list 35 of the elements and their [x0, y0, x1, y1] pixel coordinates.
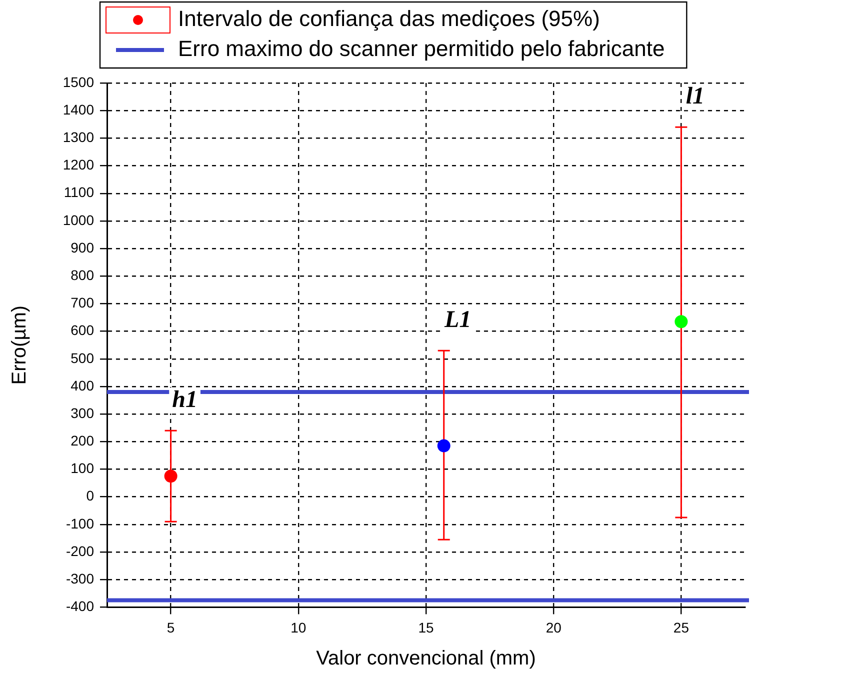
annotation: L1: [444, 306, 472, 333]
y-tick-label: 900: [70, 239, 94, 256]
point: [437, 439, 450, 452]
annotation: h1: [172, 386, 198, 413]
y-tick-label: 700: [70, 294, 94, 311]
y-tick-label: -300: [66, 570, 94, 586]
y-tick-label: 1200: [62, 156, 94, 173]
y-tick-label: 0: [86, 488, 94, 504]
y-tick-label: 100: [70, 460, 94, 476]
point: [674, 315, 688, 328]
y-tick-label: 500: [70, 350, 94, 366]
y-tick-label: 300: [70, 404, 94, 421]
y-tick-label: 1300: [62, 129, 94, 146]
legend-label: Intervalo de confiança das mediçoes (95%): [178, 6, 600, 32]
x-tick-label: 25: [673, 619, 690, 636]
x-tick-label: 15: [418, 619, 434, 636]
y-axis-title: Erro(µm): [8, 305, 31, 385]
x-tick-label: 20: [546, 619, 562, 636]
y-tick-label: 1000: [62, 212, 94, 228]
legend-label: Erro maximo do scanner permitido pelo fabricante: [178, 36, 665, 62]
y-tick-label: -400: [66, 598, 94, 614]
y-tick-label: 1100: [64, 184, 94, 200]
x-tick-label: 5: [166, 619, 175, 636]
y-tick-label: 800: [70, 266, 94, 283]
y-tick-label: 1400: [62, 101, 94, 118]
x-axis-title: Valor convencional (mm): [316, 648, 536, 670]
y-tick-label: 200: [70, 432, 94, 449]
y-tick-label: 600: [70, 322, 94, 338]
annotation: l1: [686, 83, 705, 110]
point: [164, 470, 178, 483]
y-tick-label: 1500: [62, 74, 94, 90]
y-tick-label: -100: [66, 515, 94, 532]
y-tick-label: -200: [66, 542, 94, 559]
x-tick-label: 10: [290, 619, 306, 636]
y-tick-label: 400: [70, 377, 94, 394]
